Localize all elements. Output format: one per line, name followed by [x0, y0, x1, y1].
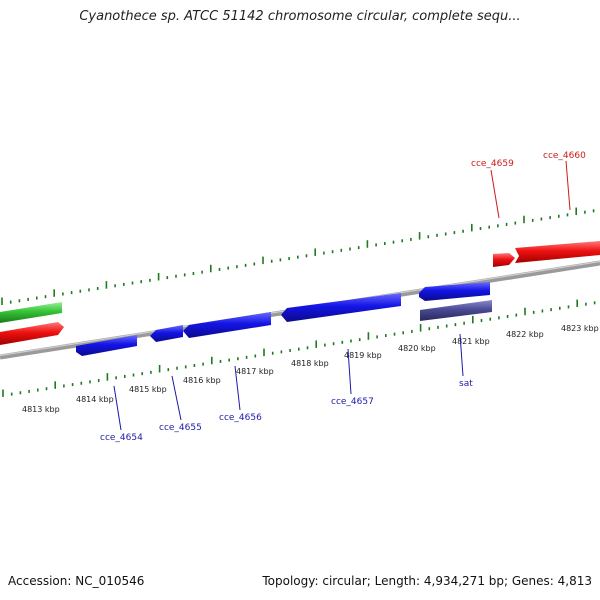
gene-label-leader	[565, 160, 571, 211]
inner-ticks	[2, 299, 596, 397]
accession-text: Accession: NC_010546	[8, 574, 145, 588]
kbp-tick-label: 4813 kbp	[22, 405, 60, 414]
kbp-tick-label: 4817 kbp	[236, 367, 274, 376]
cds-forward-left[interactable]	[0, 322, 64, 345]
genome-summary: Topology: circular; Length: 4,934,271 bp…	[262, 574, 592, 588]
gene-label-leader	[113, 385, 122, 431]
outer-ticks	[1, 207, 595, 305]
cds-sat[interactable]	[419, 282, 490, 301]
gene-label[interactable]: cce_4655	[159, 423, 202, 433]
kbp-labels: 4813 kbp 4814 kbp 4815 kbp 4816 kbp 4817 kbp…	[22, 324, 599, 414]
kbp-tick-label: 4821 kbp	[452, 337, 490, 346]
gene-label-leader	[171, 375, 182, 421]
cds-cce-4659[interactable]	[493, 253, 515, 267]
gene-label[interactable]: cce_4656	[219, 413, 262, 423]
kbp-tick-label: 4814 kbp	[76, 395, 114, 404]
gene-label[interactable]: cce_4657	[331, 397, 374, 407]
map-title: Cyanothece sp. ATCC 51142 chromosome cir…	[79, 9, 521, 24]
gene-label[interactable]: cce_4659	[471, 159, 514, 169]
kbp-tick-label: 4818 kbp	[291, 359, 329, 368]
kbp-tick-label: 4819 kbp	[344, 351, 382, 360]
gene-label[interactable]: cce_4654	[100, 433, 143, 443]
gene-label[interactable]: sat	[459, 379, 473, 389]
gene-label[interactable]: cce_4660	[543, 151, 586, 161]
kbp-tick-label: 4822 kbp	[506, 330, 544, 339]
kbp-tick-label: 4815 kbp	[129, 385, 167, 394]
cds-cce-4655[interactable]	[150, 325, 183, 342]
gene-label-leader	[347, 348, 352, 395]
rna-feature-green[interactable]	[0, 302, 62, 323]
gene-labels: cce_4654 cce_4655 cce_4656 cce_4657 sat cce_4…	[100, 151, 586, 443]
kbp-tick-label: 4816 kbp	[183, 376, 221, 385]
feature-sat-other[interactable]	[420, 300, 492, 321]
kbp-tick-label: 4820 kbp	[398, 344, 436, 353]
cds-cce-4656[interactable]	[183, 312, 271, 338]
gene-label-leader	[234, 365, 241, 411]
kbp-tick-label: 4823 kbp	[561, 324, 599, 333]
gene-label-leader	[490, 169, 500, 219]
cds-cce-4657[interactable]	[281, 293, 401, 322]
gene-label-leader	[459, 333, 464, 377]
cds-cce-4654[interactable]	[76, 335, 137, 356]
cds-cce-4660[interactable]	[515, 241, 600, 263]
